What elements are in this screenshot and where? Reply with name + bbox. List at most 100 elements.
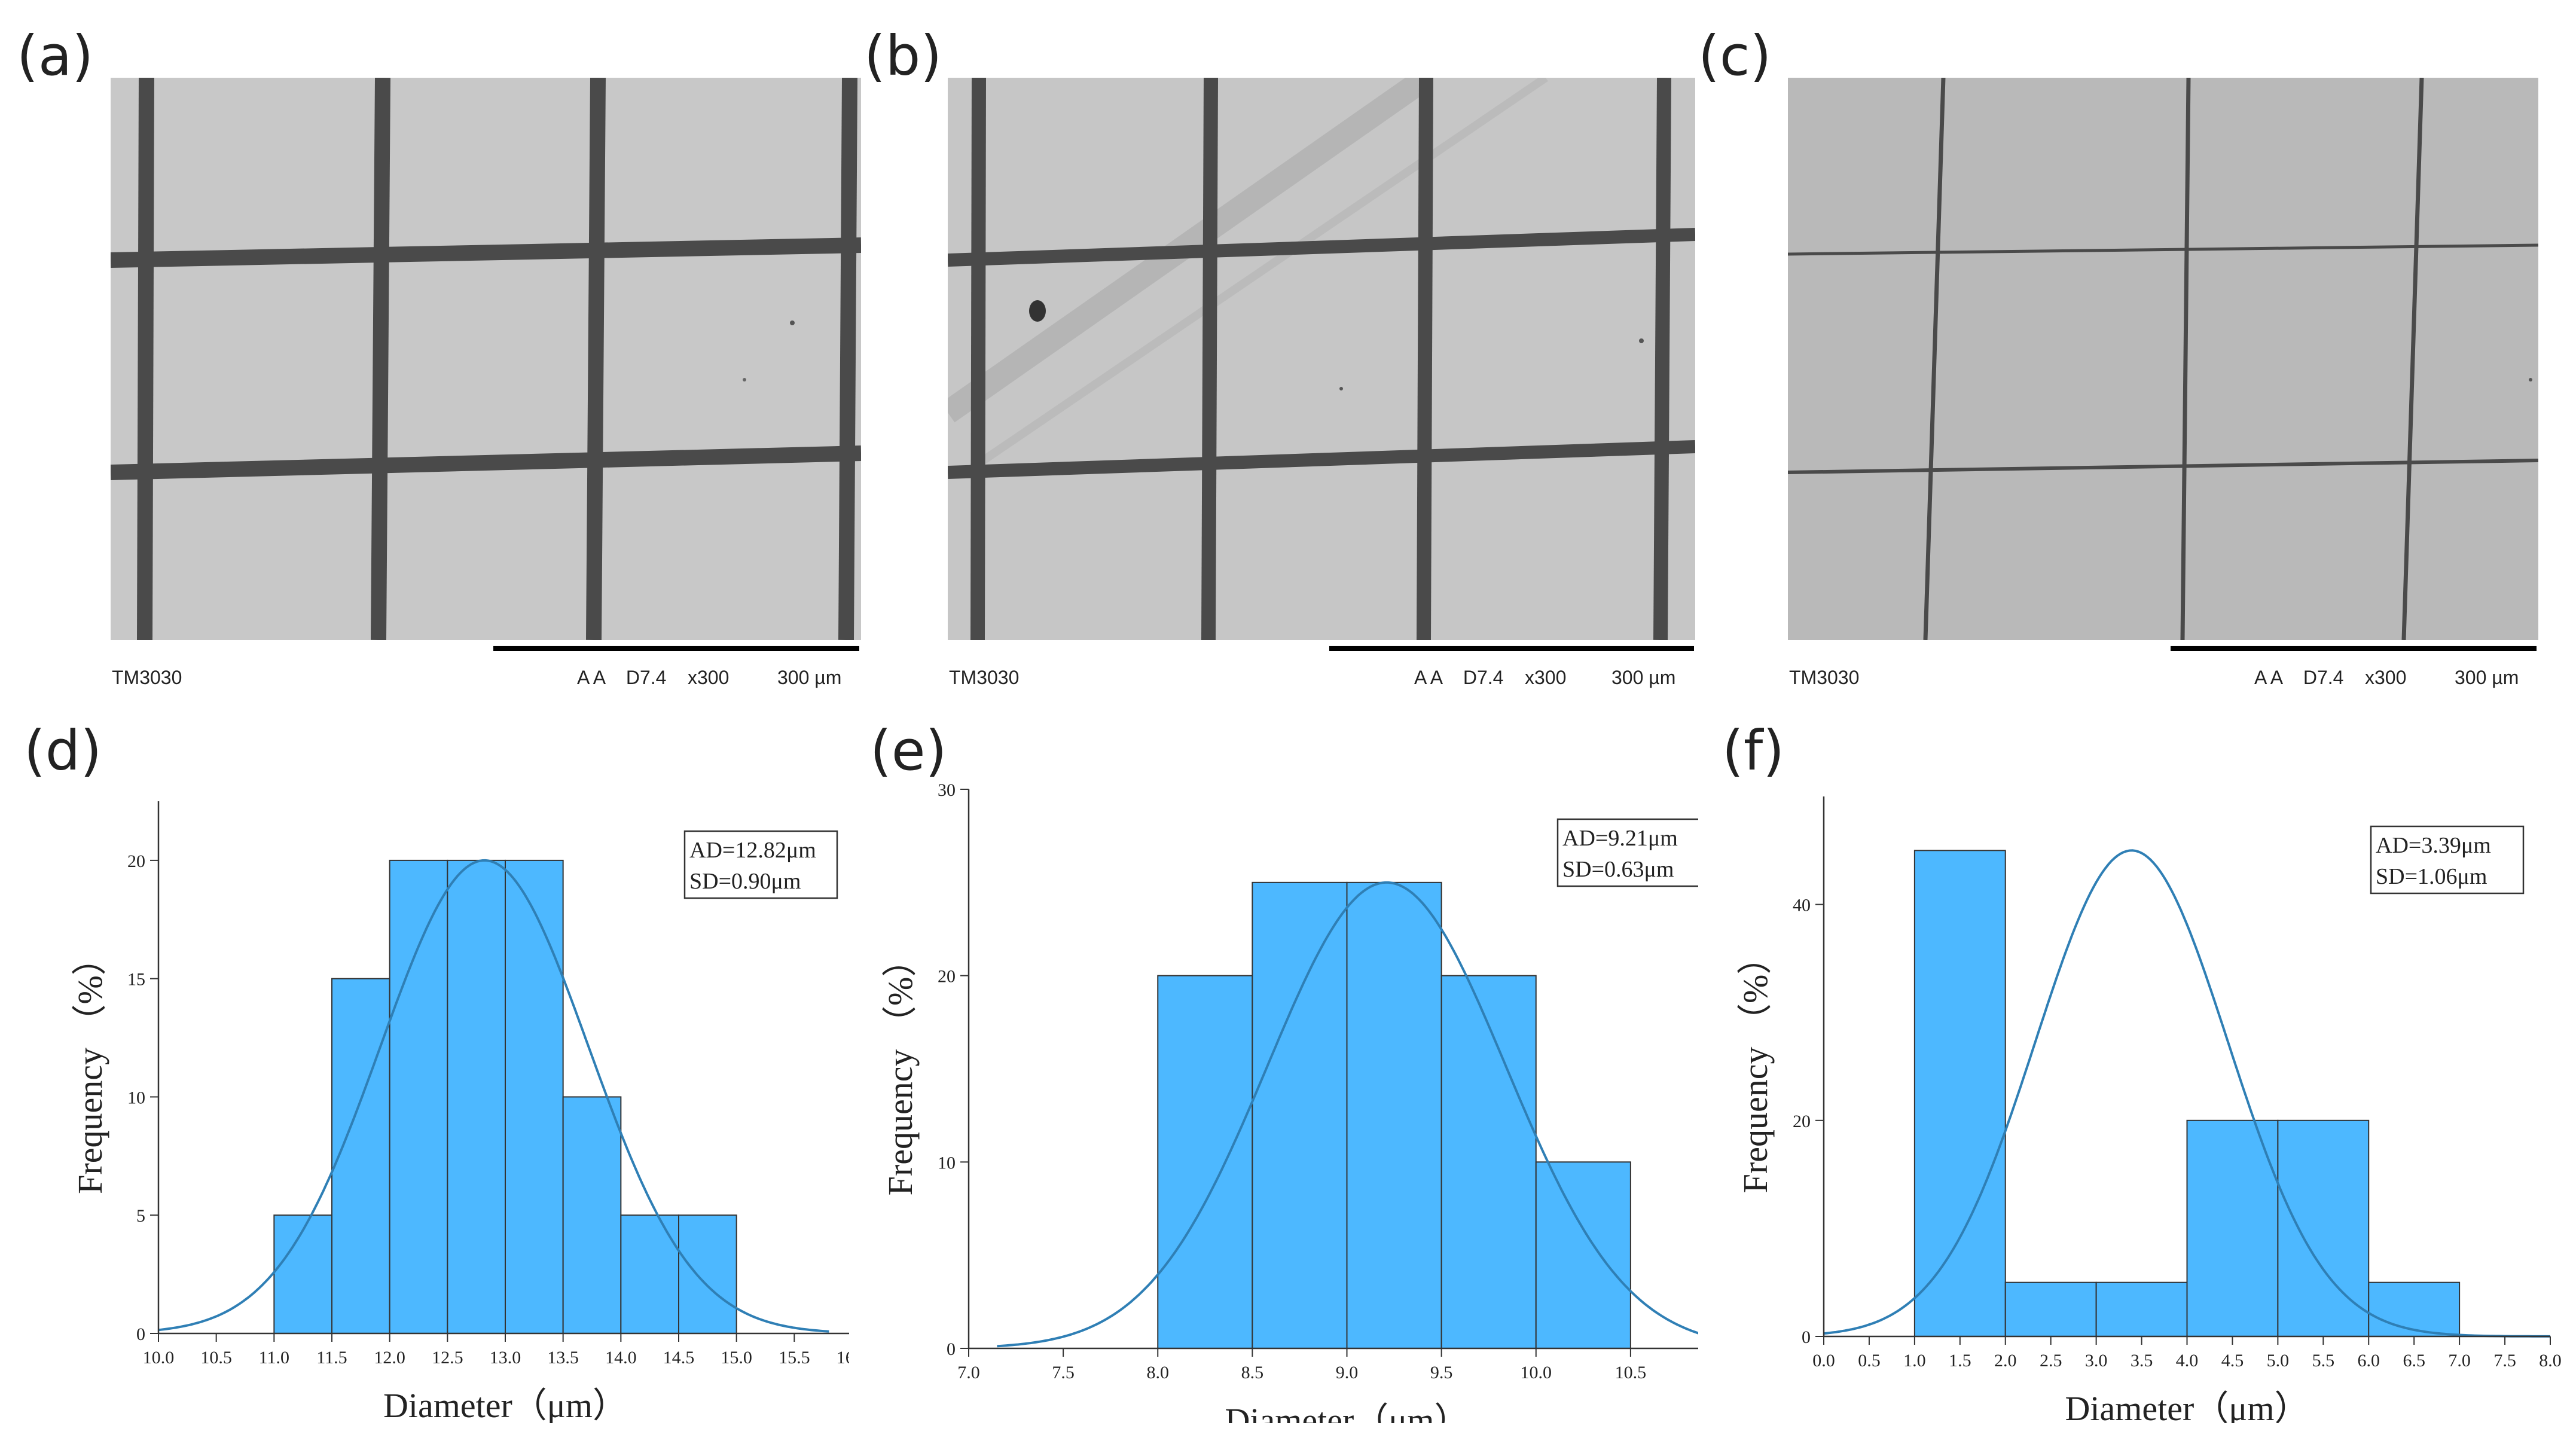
histogram-bar xyxy=(1913,850,2006,1338)
instrument-model: TM3030 xyxy=(112,667,182,688)
sem-footer-b: TM3030 A A D7.4 x300 300 µm xyxy=(948,643,1695,697)
x-tick-label: 4.5 xyxy=(2221,1351,2244,1370)
x-tick-label: 14.0 xyxy=(605,1348,637,1368)
stats-standard-deviation: SD=0.90μm xyxy=(689,869,801,894)
x-tick-label: 16.0 xyxy=(837,1348,849,1368)
histogram-chart-e: 7.07.58.08.59.09.510.010.511.00102030Dia… xyxy=(881,780,1698,1423)
panel-label-f: (f) xyxy=(1722,719,1785,783)
histogram-bar xyxy=(447,859,506,1334)
stats-box xyxy=(2370,825,2525,895)
histogram-bar xyxy=(2095,1281,2188,1338)
y-tick-label: 20 xyxy=(1793,1112,1811,1131)
sem-footer-a: TM3030 A A D7.4 x300 300 µm xyxy=(111,643,861,697)
x-tick-label: 8.5 xyxy=(1241,1363,1264,1382)
x-tick-label: 13.5 xyxy=(547,1348,579,1368)
stats-box xyxy=(1556,818,1698,887)
stats-average-diameter: AD=9.21μm xyxy=(1562,826,1678,851)
x-tick-label: 12.5 xyxy=(432,1348,463,1368)
x-tick-label: 10.0 xyxy=(1521,1363,1552,1382)
stats-standard-deviation: SD=1.06μm xyxy=(2376,864,2487,889)
histogram-chart-d: 10.0 10.5 11.0 11.5 12.0 12.5 13.0 13.5 14.0 14.5… xyxy=(71,801,849,1423)
normal-fit-curve xyxy=(158,859,829,1333)
x-tick-label: 9.0 xyxy=(1336,1363,1359,1382)
x-tick-label: 11.5 xyxy=(316,1348,347,1368)
x-tick-label: 6.0 xyxy=(2358,1351,2380,1370)
grid-lines-c xyxy=(1788,78,2538,640)
y-tick-label: 15 xyxy=(127,970,145,990)
panel-label-a: (a) xyxy=(17,24,94,88)
x-tick-label: 3.0 xyxy=(2085,1351,2108,1370)
x-tick-label: 15.0 xyxy=(721,1348,752,1368)
histogram-bar xyxy=(1252,881,1348,1350)
x-tick-label: 7.0 xyxy=(957,1363,980,1382)
x-axis-label: Diameter（μm） xyxy=(383,1386,627,1423)
grid-lines-b xyxy=(948,78,1695,640)
y-axis-label: Frequency （%） xyxy=(71,941,109,1194)
imaging-params: A A D7.4 x300 xyxy=(2254,667,2407,688)
normal-fit-curve xyxy=(1823,849,2550,1338)
scale-label: 300 µm xyxy=(1611,667,1676,688)
scale-label: 300 µm xyxy=(777,667,842,688)
y-tick-label: 10 xyxy=(938,1153,956,1173)
scale-bar xyxy=(1329,646,1694,651)
x-tick-label: 4.0 xyxy=(2176,1351,2199,1370)
scale-bar xyxy=(2171,646,2537,651)
y-axis-label: Frequency （%） xyxy=(881,942,920,1196)
histogram-bar xyxy=(2368,1281,2461,1338)
histogram-bar xyxy=(1157,975,1253,1349)
x-tick-label: 7.0 xyxy=(2448,1351,2471,1370)
stats-standard-deviation: SD=0.63μm xyxy=(1562,857,1674,882)
x-tick-label: 10.5 xyxy=(1615,1363,1647,1382)
sem-footer-c: TM3030 A A D7.4 x300 300 µm xyxy=(1788,643,2538,697)
x-tick-label: 13.0 xyxy=(490,1348,521,1368)
imaging-params: A A D7.4 x300 xyxy=(577,667,730,688)
histogram-bar xyxy=(1346,881,1442,1350)
x-tick-label: 2.0 xyxy=(1994,1351,2017,1370)
x-tick-label: 15.5 xyxy=(779,1348,810,1368)
x-tick-label: 1.0 xyxy=(1903,1351,1926,1370)
scale-label: 300 µm xyxy=(2455,667,2519,688)
y-tick-label: 40 xyxy=(1793,896,1811,915)
histogram-bar xyxy=(389,859,448,1334)
y-tick-label: 0 xyxy=(136,1324,145,1344)
panel-label-b: (b) xyxy=(864,24,942,88)
sem-image-c xyxy=(1788,78,2538,640)
x-tick-label: 10.5 xyxy=(200,1348,232,1368)
normal-fit-curve xyxy=(997,881,1698,1348)
x-tick-label: 12.0 xyxy=(374,1348,405,1368)
scale-bar xyxy=(493,646,859,651)
y-tick-label: 5 xyxy=(136,1206,145,1226)
instrument-model: TM3030 xyxy=(1789,667,1860,688)
x-tick-label: 14.5 xyxy=(663,1348,695,1368)
y-tick-label: 30 xyxy=(938,780,956,800)
x-tick-label: 2.5 xyxy=(2040,1351,2062,1370)
x-tick-label: 5.5 xyxy=(2312,1351,2335,1370)
y-tick-label: 0 xyxy=(1802,1327,1811,1347)
stats-average-diameter: AD=12.82μm xyxy=(689,838,816,863)
x-tick-label: 10.0 xyxy=(143,1348,175,1368)
histogram-bar xyxy=(678,1214,737,1334)
grid-lines-a xyxy=(111,78,861,640)
histogram-bar xyxy=(505,859,564,1334)
x-tick-label: 8.0 xyxy=(1147,1363,1170,1382)
y-tick-label: 10 xyxy=(127,1088,145,1107)
sem-image-a xyxy=(111,78,861,640)
panel-label-e: (e) xyxy=(870,719,947,783)
x-tick-label: 0.0 xyxy=(1812,1351,1835,1370)
sem-image-b xyxy=(948,78,1695,640)
stats-box xyxy=(683,830,838,899)
x-tick-label: 1.5 xyxy=(1949,1351,1971,1370)
x-tick-label: 5.0 xyxy=(2267,1351,2290,1370)
x-tick-label: 0.5 xyxy=(1858,1351,1881,1370)
x-tick-label: 11.0 xyxy=(259,1348,289,1368)
histogram-bar xyxy=(2004,1281,2097,1338)
instrument-model: TM3030 xyxy=(949,667,1020,688)
histogram-bar xyxy=(620,1214,680,1334)
stats-average-diameter: AD=3.39μm xyxy=(2376,833,2491,858)
x-tick-label: 8.0 xyxy=(2539,1351,2562,1370)
y-tick-label: 0 xyxy=(947,1339,956,1359)
histogram-bar xyxy=(562,1096,622,1334)
histogram-chart-f: 0.0 0.5 1.0 1.5 2.0 2.5 3.0 3.5 4.0 4.5 5.0 5.5 6.0 6… xyxy=(1736,796,2562,1423)
histogram-bar xyxy=(331,978,390,1334)
x-axis-label: Diameter（μm） xyxy=(1225,1401,1469,1423)
